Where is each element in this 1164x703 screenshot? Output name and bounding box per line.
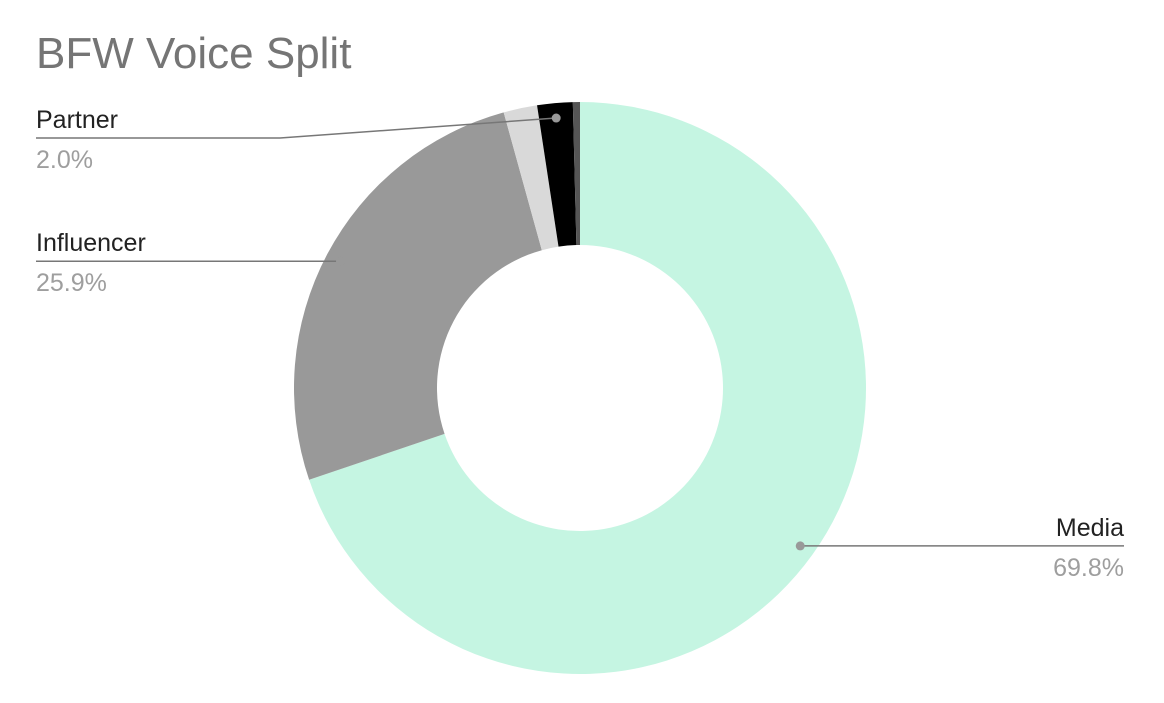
donut-slice — [537, 102, 577, 247]
leader-line — [36, 117, 557, 139]
leader-dot — [795, 541, 805, 551]
donut-slice — [503, 105, 559, 251]
chart-title: BFW Voice Split — [36, 29, 351, 78]
leader-dot — [551, 113, 561, 123]
donut-slice — [309, 102, 866, 675]
slice-value-label: 2.0% — [36, 146, 93, 174]
slice-label: Partner — [36, 106, 118, 134]
slice-label: Influencer — [36, 229, 146, 257]
leader-dot — [335, 256, 345, 266]
donut-slice — [572, 102, 580, 246]
donut-slice — [294, 112, 542, 480]
slice-value-label: 69.8% — [1053, 554, 1124, 582]
slice-label: Media — [1056, 514, 1124, 542]
slice-value-label: 25.9% — [36, 269, 107, 297]
